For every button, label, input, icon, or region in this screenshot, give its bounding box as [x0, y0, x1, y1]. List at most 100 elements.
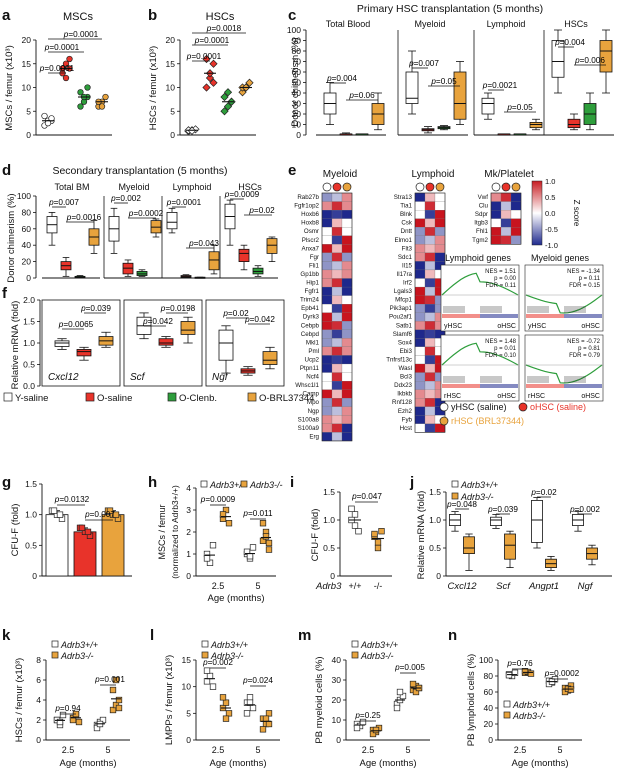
gene-label: Sdpr: [475, 211, 488, 218]
x-label: Age (months): [359, 758, 416, 769]
header-dot: [425, 182, 435, 192]
heat-cell: [331, 363, 343, 373]
heat-cell: [414, 252, 426, 262]
gene-label: Trim24: [300, 297, 320, 304]
legend-label: O-BRL37344: [259, 393, 314, 404]
enrichment-curve: [441, 272, 519, 296]
gene-label: Satb1: [396, 322, 413, 329]
y-tick-label: 1: [186, 549, 191, 559]
y-tick-label: 30: [292, 99, 302, 109]
heat-cell: [331, 346, 343, 356]
heat-cell: [500, 227, 512, 236]
heat-cell: [424, 406, 436, 416]
heat-cell: [414, 321, 426, 330]
panel-label-f: f: [2, 285, 8, 302]
heat-cell: [341, 355, 353, 365]
data-point: [505, 672, 513, 679]
x-tick-label: Cxcl12: [447, 581, 477, 592]
heat-cell: [321, 295, 333, 305]
heat-cell: [490, 227, 502, 236]
heat-cell: [341, 252, 353, 262]
legend-swatch: [51, 651, 59, 659]
data-point: [106, 507, 114, 514]
heat-cell: [424, 389, 436, 399]
heatmap-frame: [321, 192, 353, 442]
gsea-frame: [440, 334, 520, 402]
heat-cell: [414, 269, 426, 279]
y-tick-label: 6: [36, 675, 41, 685]
heat-cell: [321, 432, 333, 442]
subplot-title: Myeloid: [118, 182, 149, 192]
heat-cell: [331, 304, 343, 313]
panel-label-e: e: [288, 162, 296, 179]
heat-cell: [341, 192, 353, 202]
gsea-title: Lymphoid genes: [445, 253, 511, 263]
heat-cell: [510, 201, 522, 211]
y-tick-label: 100: [479, 655, 493, 665]
heat-cell: [331, 278, 343, 288]
y-tick-label: 20: [22, 257, 32, 267]
p-value: p=0.0016: [66, 213, 102, 222]
y-tick-label: 15: [182, 655, 192, 665]
legend-label: Adrb3-/-: [249, 480, 283, 490]
heat-cell: [321, 329, 333, 339]
gene-label: Mpo: [307, 399, 320, 406]
data-point: [225, 520, 233, 527]
box: [158, 338, 174, 346]
gsea-frame: [440, 264, 520, 332]
heat-cell: [331, 415, 343, 424]
legend-label: Adrb3-/-: [360, 651, 394, 661]
heat-cell: [341, 235, 353, 245]
gene-label: Sdc1: [398, 254, 413, 261]
p-value: p=0.042: [142, 317, 173, 326]
data-point: [205, 73, 215, 83]
data-point: [223, 102, 233, 111]
heat-cell: [331, 312, 343, 322]
legend-label: oHSC (saline): [530, 402, 586, 412]
data-point: [359, 718, 367, 726]
legend-swatch: [351, 651, 359, 659]
z-scale-label: 1.0: [545, 177, 555, 186]
y-tick-label: 70: [292, 57, 302, 67]
gene-label: Vwf: [478, 194, 489, 201]
gene-label: Ucp2: [305, 356, 320, 363]
data-point: [222, 699, 230, 706]
heat-cell: [414, 278, 426, 288]
gene-label: Fgfr1op2: [294, 203, 319, 210]
heat-cell: [414, 355, 426, 365]
y-label: PB myeloid cells (%): [314, 656, 325, 743]
heat-cell: [341, 423, 353, 433]
data-point: [351, 522, 359, 529]
heat-cell: [321, 346, 333, 356]
gene-label: Osmr: [304, 228, 319, 235]
data-point: [265, 710, 273, 717]
y-label: Donor chimerism (%): [6, 193, 17, 282]
p-value: p=0.007: [408, 59, 439, 68]
heat-cell: [331, 423, 343, 433]
gsea-left-label: rHSC: [528, 393, 545, 400]
heat-cell: [321, 201, 333, 211]
box: [266, 238, 278, 254]
heat-cell: [331, 252, 343, 262]
gene-label: Pou2af1: [389, 314, 413, 321]
gene-label: Elmo1: [394, 237, 412, 244]
data-point: [378, 528, 385, 535]
gene-label: Hip1: [306, 280, 319, 287]
gsea-stat: FDR = 0.15: [569, 283, 601, 289]
heatmap-frame: [490, 192, 522, 245]
data-point: [396, 688, 404, 696]
heat-cell: [341, 389, 353, 399]
y-tick-label: 0.5: [25, 540, 37, 550]
y-tick-label: 10: [292, 120, 302, 130]
gene-label: Camp: [302, 391, 319, 398]
y-tick-label: 0: [186, 735, 191, 745]
y-tick-label: 3: [186, 505, 191, 515]
rank-bar-neg: [480, 384, 518, 388]
x-tick-label: 2.5: [514, 745, 527, 755]
data-point: [75, 718, 83, 726]
data-point: [243, 710, 251, 717]
data-point: [41, 112, 48, 120]
subplot-title: Total Blood: [326, 19, 371, 29]
data-point: [203, 678, 211, 685]
p-value: p=0.0001: [166, 198, 202, 207]
